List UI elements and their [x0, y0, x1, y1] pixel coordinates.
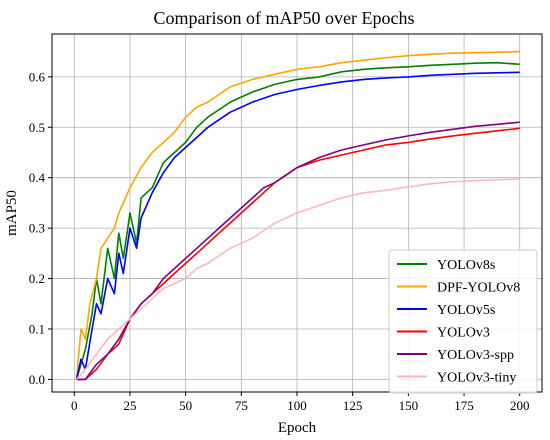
- series-line-dpf-yolov8: [75, 50, 520, 380]
- series-layer: [75, 50, 520, 381]
- x-tick-label: 125: [343, 398, 363, 413]
- x-tick-label: 200: [510, 398, 530, 413]
- chart-title: Comparison of mAP50 over Epochs: [154, 8, 415, 28]
- legend-label-yolov5s: YOLOv5s: [437, 303, 495, 318]
- legend: YOLOv8s DPF-YOLOv8 YOLOv5s YOLOv3 YOLOv3-spp…: [388, 249, 538, 394]
- x-tick-label: 150: [399, 398, 419, 413]
- x-tick-label: 0: [71, 398, 78, 413]
- series-line-yolov3-tiny: [75, 178, 520, 380]
- x-tick-label: 50: [179, 398, 192, 413]
- tick-layer: 0 25 50 75 100 125 150 175 200 0.0 0.1 0.2 0.3 0.4 0.5…: [29, 69, 530, 413]
- legend-label-yolov3-tiny: YOLOv3-tiny: [437, 371, 516, 386]
- y-tick-label: 0.2: [29, 271, 45, 286]
- y-tick-label: 0.4: [29, 170, 46, 185]
- y-tick-label: 0.1: [29, 321, 45, 336]
- y-tick-label: 0.5: [29, 120, 45, 135]
- legend-label-yolov3-spp: YOLOv3-spp: [437, 348, 514, 363]
- y-axis-label: mAP50: [4, 190, 20, 236]
- x-tick-label: 100: [287, 398, 307, 413]
- legend-label-yolov3: YOLOv3: [437, 326, 490, 341]
- x-tick-label: 175: [454, 398, 474, 413]
- legend-label-yolov8s: YOLOv8s: [437, 258, 495, 273]
- y-tick-label: 0.6: [29, 69, 46, 84]
- legend-label-dpf-yolov8: DPF-YOLOv8: [437, 281, 520, 296]
- series-line-yolov8s: [75, 61, 520, 380]
- x-tick-label: 25: [123, 398, 136, 413]
- x-tick-label: 75: [235, 398, 248, 413]
- y-tick-label: 0.0: [29, 372, 45, 387]
- x-axis-label: Epoch: [278, 420, 317, 436]
- series-line-yolov5s: [75, 71, 520, 380]
- y-tick-label: 0.3: [29, 221, 45, 236]
